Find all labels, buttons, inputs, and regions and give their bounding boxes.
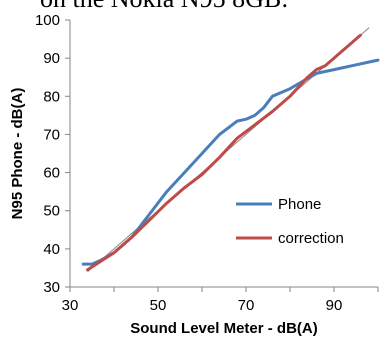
- x-tick-label: 90: [326, 297, 343, 314]
- legend-label-phone: Phone: [278, 196, 321, 213]
- page-caption: on the Nokia N95 8GB:: [40, 0, 288, 14]
- series-lines: [81, 27, 380, 273]
- y-tick-label: 70: [43, 126, 60, 143]
- axes: 30 40 50 60 70 80 90 100 30 50 70 90: [35, 12, 379, 314]
- x-tick-label: 50: [150, 297, 167, 314]
- y-tick-label: 80: [43, 88, 60, 105]
- y-tick-label: 60: [43, 165, 60, 182]
- y-tick-label: 40: [43, 241, 60, 258]
- legend: Phone correction: [236, 196, 344, 247]
- y-tick-label: 50: [43, 203, 60, 220]
- legend-label-correction: correction: [278, 230, 344, 247]
- y-tick-label: 90: [43, 50, 60, 67]
- y-tick-label: 100: [35, 12, 60, 29]
- series-line-correction: [86, 33, 362, 272]
- x-tick-label: 30: [62, 297, 79, 314]
- x-tick-label: 70: [238, 297, 255, 314]
- y-tick-label: 30: [43, 279, 60, 296]
- x-axis-label: Sound Level Meter - dB(A): [130, 320, 318, 337]
- y-axis-label: N95 Phone - dB(A): [9, 88, 26, 220]
